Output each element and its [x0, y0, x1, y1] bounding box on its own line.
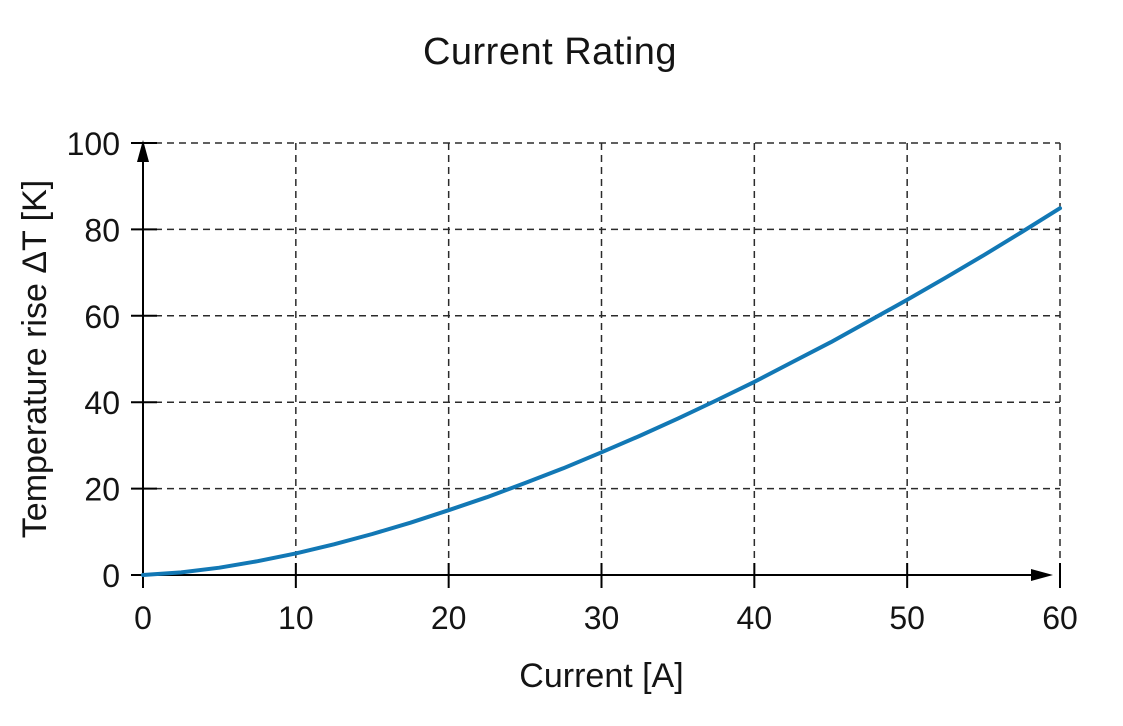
x-tick-label: 50: [889, 600, 925, 636]
y-tick-label: 20: [84, 472, 120, 508]
gridlines: [143, 142, 1061, 575]
x-axis-arrowhead: [1031, 569, 1053, 581]
y-axis-label: Temperature rise ΔT [K]: [16, 180, 54, 538]
x-tick-label: 40: [737, 600, 773, 636]
tick-labels: 0 10 20 30 40 50 60 0 20 40 60 80 100: [67, 126, 1078, 636]
x-tick-label: 20: [431, 600, 467, 636]
y-tick-label: 40: [84, 385, 120, 421]
y-tick-label: 0: [102, 558, 120, 594]
y-axis-arrowhead: [137, 140, 149, 162]
x-tick-label: 30: [584, 600, 620, 636]
y-tick-label: 100: [67, 126, 120, 162]
data-curve: [141, 206, 1062, 577]
axes: [137, 140, 1053, 581]
chart-title: Current Rating: [422, 31, 678, 73]
x-tick-label: 0: [134, 600, 152, 636]
y-tick-label: 60: [84, 299, 120, 335]
x-tick-label: 60: [1042, 600, 1078, 636]
y-tick-label: 80: [84, 212, 120, 248]
x-tick-label: 10: [278, 600, 314, 636]
x-axis-label: Current [A]: [519, 657, 684, 695]
tick-marks: [131, 142, 1061, 588]
